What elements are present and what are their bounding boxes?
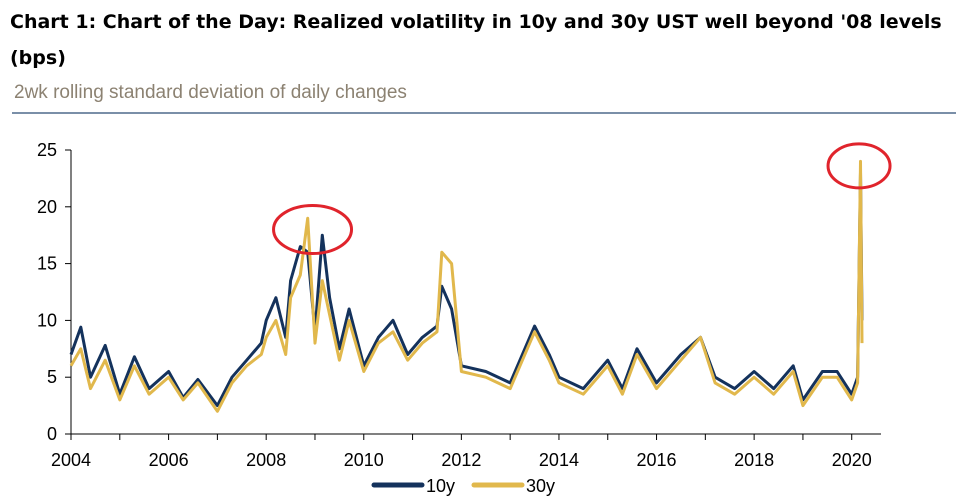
x-tick-label: 2014 (539, 450, 579, 470)
chart-subtitle: 2wk rolling standard deviation of daily … (14, 82, 407, 103)
y-tick-label: 20 (37, 197, 57, 217)
x-tick-label: 2010 (344, 450, 384, 470)
series-layer (69, 159, 864, 413)
y-tick-label: 25 (37, 140, 57, 160)
x-tick-label: 2004 (51, 450, 91, 470)
legend-label-10y: 10y (426, 476, 455, 496)
y-tick-label: 5 (47, 367, 57, 387)
chart-title: Chart 1: Chart of the Day: Realized vola… (10, 11, 942, 69)
series-line-30y (69, 159, 864, 413)
x-tick-label: 2016 (637, 450, 677, 470)
x-tick-label: 2012 (441, 450, 481, 470)
y-tick-label: 0 (47, 424, 57, 444)
legend: 10y 30y (371, 476, 555, 496)
x-tick-label: 2020 (832, 450, 872, 470)
x-tick-label: 2018 (734, 450, 774, 470)
highlight-ellipse (272, 204, 354, 256)
x-tick-label: 2006 (149, 450, 189, 470)
y-tick-label: 15 (37, 254, 57, 274)
title-divider (12, 112, 956, 114)
highlight-ellipse (826, 142, 892, 190)
legend-label-30y: 30y (526, 476, 555, 496)
x-tick-label: 2008 (246, 450, 286, 470)
series-line-10y (69, 171, 864, 408)
x-axis: 2004 2006 2008 2010 2012 2014 2016 2018 2020 (51, 433, 881, 470)
y-tick-label: 10 (37, 310, 57, 330)
annotation-layer (272, 142, 892, 256)
y-axis: 0 5 10 15 20 25 (37, 140, 72, 444)
